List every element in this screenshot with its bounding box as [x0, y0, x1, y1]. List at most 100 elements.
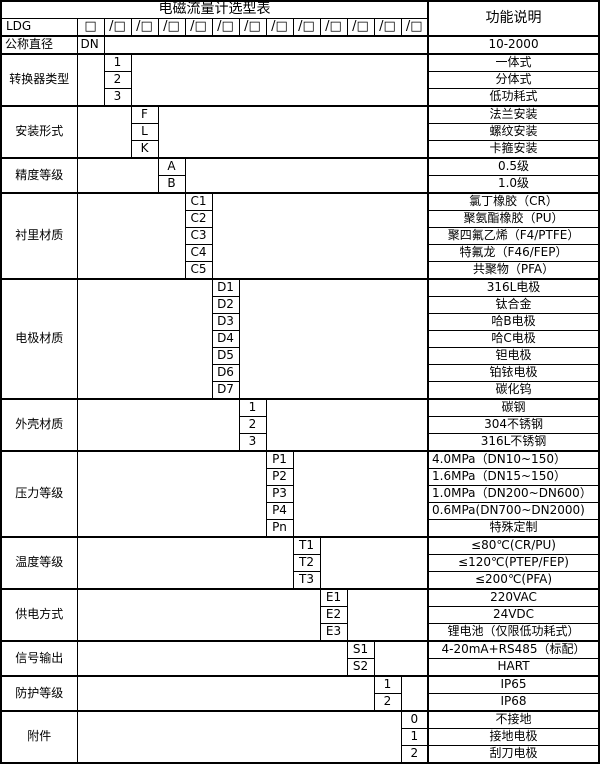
table-row: C4 特氟龙（F46/FEP）: [1, 244, 600, 262]
option-code-cell: D4: [211, 330, 240, 348]
option-code-cell: 1: [400, 728, 429, 746]
title-row: 电磁流量计选型表 功能说明: [0, 0, 600, 37]
option-description-cell: 碳钢: [427, 398, 600, 417]
table-row: D6 铂铱电极: [1, 364, 600, 382]
option-description-cell: 1.6MPa（DN15~150）: [427, 468, 600, 486]
option-description-cell: 法兰安装: [427, 105, 600, 124]
spacer-cell: [76, 588, 321, 642]
option-code-cell: B: [157, 175, 186, 194]
table-row: D4 哈C电极: [1, 330, 600, 348]
option-code-cell: A: [157, 157, 186, 176]
category-label: 转换器类型: [0, 53, 78, 107]
table-row: 精度等级 A 0.5级: [0, 157, 600, 194]
option-description-cell: HART: [427, 658, 600, 677]
option-code-cell: E1: [319, 588, 348, 607]
option-description-cell: 分体式: [427, 71, 600, 89]
code-slot-cell: /□: [265, 18, 294, 37]
option-code-cell: P3: [265, 485, 294, 503]
option-code-cell: 2: [238, 416, 267, 434]
spacer-cell: [76, 710, 402, 764]
table-row: D7 碳化钨: [1, 381, 600, 400]
table-row: 压力等级 P1 4.0MPa（DN10~150）: [0, 450, 600, 538]
option-code-cell: C1: [184, 192, 213, 211]
option-description-cell: 316L不锈钢: [427, 433, 600, 452]
option-description-cell: 0.6MPa(DN700~DN2000): [427, 502, 600, 520]
spacer-cell: [265, 398, 429, 452]
option-code-cell: S2: [346, 658, 375, 677]
table-row: T2 ≤120℃(PTEP/FEP): [1, 554, 600, 572]
option-code-cell: 3: [103, 88, 132, 107]
option-description-cell: 螺纹安装: [427, 123, 600, 141]
spacer-cell: [211, 192, 429, 280]
category-label: 精度等级: [0, 157, 78, 194]
option-description-cell: 特殊定制: [427, 519, 600, 538]
option-code-cell: DN: [76, 35, 105, 55]
option-description-cell: IP65: [427, 675, 600, 694]
table-row: 2 304不锈钢: [1, 416, 600, 434]
code-slot-cell: /□: [400, 18, 429, 37]
spacer-cell: [346, 588, 429, 642]
option-code-cell: C5: [184, 261, 213, 280]
option-code-cell: E2: [319, 606, 348, 624]
option-code-cell: 2: [103, 71, 132, 89]
code-slot-cell: /□: [211, 18, 240, 37]
table-row: 外壳材质 1 碳钢: [0, 398, 600, 452]
option-code-cell: F: [130, 105, 159, 124]
table-row: E2 24VDC: [1, 606, 600, 624]
table-row: P4 0.6MPa(DN700~DN2000): [1, 502, 600, 520]
option-code-cell: E3: [319, 623, 348, 642]
category-label: 外壳材质: [0, 398, 78, 452]
category-label: 信号输出: [0, 640, 78, 677]
option-code-cell: K: [130, 140, 159, 159]
spacer-cell: [76, 157, 159, 194]
table-row: 转换器类型 1 一体式: [0, 53, 600, 107]
option-description-cell: 哈C电极: [427, 330, 600, 348]
table-row: 衬里材质 C1 氯丁橡胶（CR）: [0, 192, 600, 280]
table-row: 附件 0 不接地: [0, 710, 600, 764]
option-description-cell: 聚四氟乙烯（F4/PTFE）: [427, 227, 600, 245]
option-description-cell: IP68: [427, 693, 600, 712]
code-slot-cell: /□: [346, 18, 375, 37]
spacer-cell: [76, 105, 132, 159]
table-row: 信号输出 S1 4-20mA+RS485（标配）: [0, 640, 600, 677]
spacer-cell: [157, 105, 429, 159]
spacer-cell: [76, 675, 375, 712]
option-description-cell: 刮刀电极: [427, 745, 600, 764]
category-label: 温度等级: [0, 536, 78, 590]
option-code-cell: 1: [103, 53, 132, 72]
option-description-cell: 钛合金: [427, 296, 600, 314]
option-description-cell: 24VDC: [427, 606, 600, 624]
option-code-cell: P2: [265, 468, 294, 486]
option-description-cell: 1.0级: [427, 175, 600, 194]
option-description-cell: ≤200℃(PFA): [427, 571, 600, 590]
table-row: C3 聚四氟乙烯（F4/PTFE）: [1, 227, 600, 245]
table-row: 3 316L不锈钢: [1, 433, 600, 452]
option-code-cell: 1: [238, 398, 267, 417]
code-slot-cell: /□: [103, 18, 132, 37]
option-code-cell: T1: [292, 536, 321, 555]
category-label: 防护等级: [0, 675, 78, 712]
option-code-cell: C3: [184, 227, 213, 245]
category-label: 供电方式: [0, 588, 78, 642]
option-description-cell: ≤120℃(PTEP/FEP): [427, 554, 600, 572]
category-label: 电极材质: [0, 278, 78, 400]
option-code-cell: D3: [211, 313, 240, 331]
spacer-cell: [76, 398, 240, 452]
function-description-header: 功能说明: [427, 0, 600, 37]
category-label: 衬里材质: [0, 192, 78, 280]
option-description-cell: 卡箍安装: [427, 140, 600, 159]
table-row: P3 1.0MPa（DN200~DN600）: [1, 485, 600, 503]
option-code-cell: 2: [373, 693, 402, 712]
table-title: 电磁流量计选型表: [0, 0, 429, 19]
code-slot-cell: /□: [238, 18, 267, 37]
table-row: 2 分体式: [1, 71, 600, 89]
code-slot-cell: /□: [292, 18, 321, 37]
spacer-cell: [103, 35, 429, 55]
category-label: 压力等级: [0, 450, 78, 538]
table-row: Pn 特殊定制: [1, 519, 600, 538]
option-description-cell: 氯丁橡胶（CR）: [427, 192, 600, 211]
category-label: 公称直径: [0, 35, 78, 55]
option-description-cell: 10-2000: [427, 35, 600, 55]
option-description-cell: 特氟龙（F46/FEP）: [427, 244, 600, 262]
